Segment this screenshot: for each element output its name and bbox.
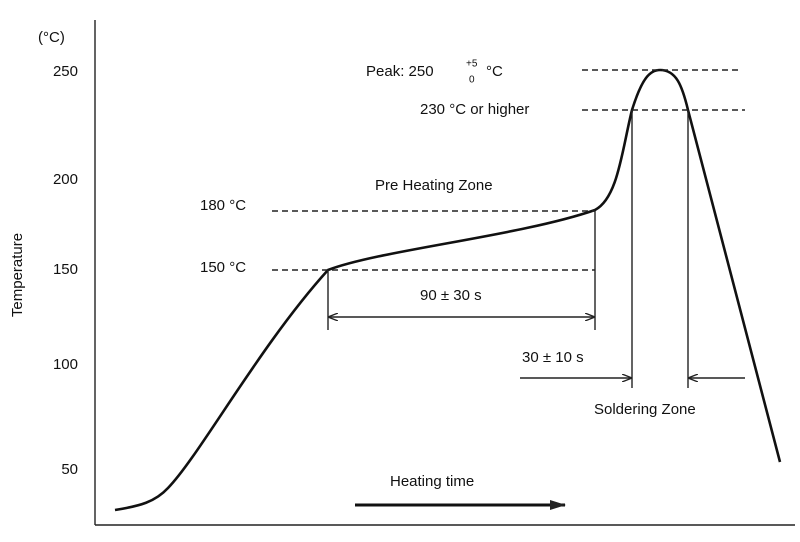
x-axis-label: Heating time xyxy=(390,473,474,490)
peak-unit: °C xyxy=(486,63,503,80)
time-label: 30 ± 10 s xyxy=(522,349,584,366)
y-tick-label: 50 xyxy=(61,461,78,478)
y-tick-label: 150 xyxy=(53,261,78,278)
y-tick-label: 100 xyxy=(53,356,78,373)
temp-label: 180 °C xyxy=(200,197,246,214)
temp-label: 150 °C xyxy=(200,259,246,276)
y-tick-label: 200 xyxy=(53,171,78,188)
threshold-label: 230 °C or higher xyxy=(420,101,529,118)
temperature-curve xyxy=(114,68,782,512)
time-label: 90 ± 30 s xyxy=(420,287,482,304)
peak-tolerance-upper: +5 xyxy=(466,59,478,70)
axis-title: Temperature xyxy=(9,233,26,317)
axis-unit: (°C) xyxy=(38,29,65,46)
peak-tolerance-lower: 0 xyxy=(469,75,475,86)
peak-label: Peak: 250 xyxy=(366,63,434,80)
zone-label: Soldering Zone xyxy=(594,401,696,418)
y-tick-label: 250 xyxy=(53,63,78,80)
zone-label: Pre Heating Zone xyxy=(375,177,493,194)
